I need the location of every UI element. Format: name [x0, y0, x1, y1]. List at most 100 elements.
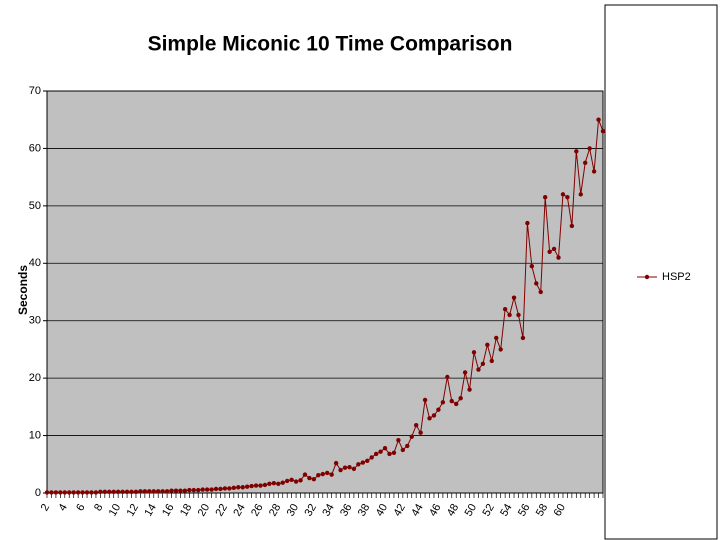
data-point — [382, 446, 388, 451]
data-point — [240, 485, 245, 490]
data-point — [329, 472, 334, 477]
data-point — [218, 486, 223, 492]
y-tick-label: 70 — [29, 85, 41, 97]
data-point — [253, 483, 259, 488]
data-point — [556, 255, 561, 260]
data-point — [213, 486, 219, 492]
x-tick-label: 44 — [409, 502, 426, 519]
data-point — [369, 455, 374, 460]
data-point — [151, 489, 156, 494]
data-point — [53, 490, 59, 495]
data-point — [413, 423, 419, 428]
data-point — [80, 490, 85, 495]
x-tick-label: 24 — [231, 502, 248, 519]
x-tick-label: 18 — [178, 502, 195, 519]
x-tick-label: 36 — [338, 502, 355, 519]
data-point — [49, 490, 54, 495]
data-point — [284, 478, 290, 484]
y-tick-label: 10 — [29, 429, 41, 441]
data-point — [476, 367, 481, 372]
x-tick-label: 6 — [74, 502, 87, 513]
data-point — [596, 117, 601, 122]
x-tick-label: 10 — [107, 502, 124, 519]
data-point — [347, 464, 352, 470]
data-point — [560, 192, 566, 197]
data-point — [182, 488, 188, 493]
x-tick-label: 16 — [160, 502, 177, 519]
data-point — [231, 485, 237, 491]
data-point — [356, 462, 361, 467]
data-point — [244, 484, 250, 489]
chart-title: Simple Miconic 10 Time Comparison — [148, 33, 513, 56]
data-point — [325, 470, 330, 476]
data-point — [191, 487, 196, 493]
data-point — [71, 490, 76, 495]
data-point — [458, 396, 463, 401]
data-point — [293, 479, 299, 484]
y-tick-label: 50 — [29, 200, 41, 212]
data-point — [565, 195, 570, 200]
data-point — [196, 487, 201, 493]
data-point — [418, 430, 423, 435]
data-point — [164, 489, 170, 494]
data-point — [276, 481, 281, 487]
data-point — [471, 350, 477, 355]
data-point — [520, 335, 526, 341]
data-point — [365, 458, 370, 464]
data-point — [302, 472, 308, 477]
x-tick-label: 60 — [552, 502, 569, 519]
data-point — [440, 400, 446, 405]
x-tick-label: 34 — [320, 502, 337, 519]
data-point — [107, 489, 112, 495]
y-tick-label: 20 — [29, 372, 41, 384]
data-point — [58, 490, 63, 495]
data-point — [316, 472, 321, 478]
data-point — [262, 482, 268, 488]
data-point — [467, 387, 472, 392]
data-point — [516, 312, 521, 318]
data-point — [583, 160, 588, 165]
data-point — [574, 149, 579, 154]
data-point — [436, 407, 441, 412]
data-point — [502, 307, 508, 312]
data-point — [391, 450, 397, 455]
data-point — [227, 486, 232, 491]
x-tick-label: 14 — [142, 502, 159, 519]
y-tick-label: 0 — [35, 487, 41, 499]
data-point — [75, 490, 81, 495]
data-point — [298, 478, 303, 483]
x-tick-label: 2 — [39, 502, 52, 513]
x-tick-label: 42 — [391, 502, 408, 519]
data-point — [498, 347, 503, 352]
data-point — [342, 465, 348, 470]
data-point — [569, 223, 575, 229]
legend-panel — [604, 4, 718, 540]
data-point — [351, 466, 357, 472]
data-point — [507, 312, 512, 318]
x-tick-label: 28 — [267, 502, 284, 519]
data-point — [333, 460, 339, 466]
data-point — [422, 397, 428, 403]
x-tick-label: 8 — [92, 502, 105, 513]
data-point — [409, 434, 414, 439]
y-axis-label: Seconds — [16, 265, 30, 315]
data-point — [511, 295, 517, 300]
data-point — [600, 129, 606, 134]
data-point — [551, 246, 557, 252]
data-point — [400, 447, 406, 453]
data-point — [62, 490, 67, 495]
data-point — [525, 220, 530, 226]
data-point — [249, 483, 254, 489]
data-point — [124, 489, 130, 495]
data-point — [120, 489, 125, 495]
x-tick-label: 20 — [196, 502, 213, 519]
plot-area — [46, 90, 604, 494]
data-point — [489, 358, 494, 364]
data-point — [587, 146, 592, 151]
data-point — [538, 289, 543, 295]
data-point — [204, 487, 210, 492]
data-point — [454, 401, 459, 407]
data-point — [178, 488, 183, 493]
data-point — [431, 413, 437, 418]
data-point — [485, 342, 490, 348]
